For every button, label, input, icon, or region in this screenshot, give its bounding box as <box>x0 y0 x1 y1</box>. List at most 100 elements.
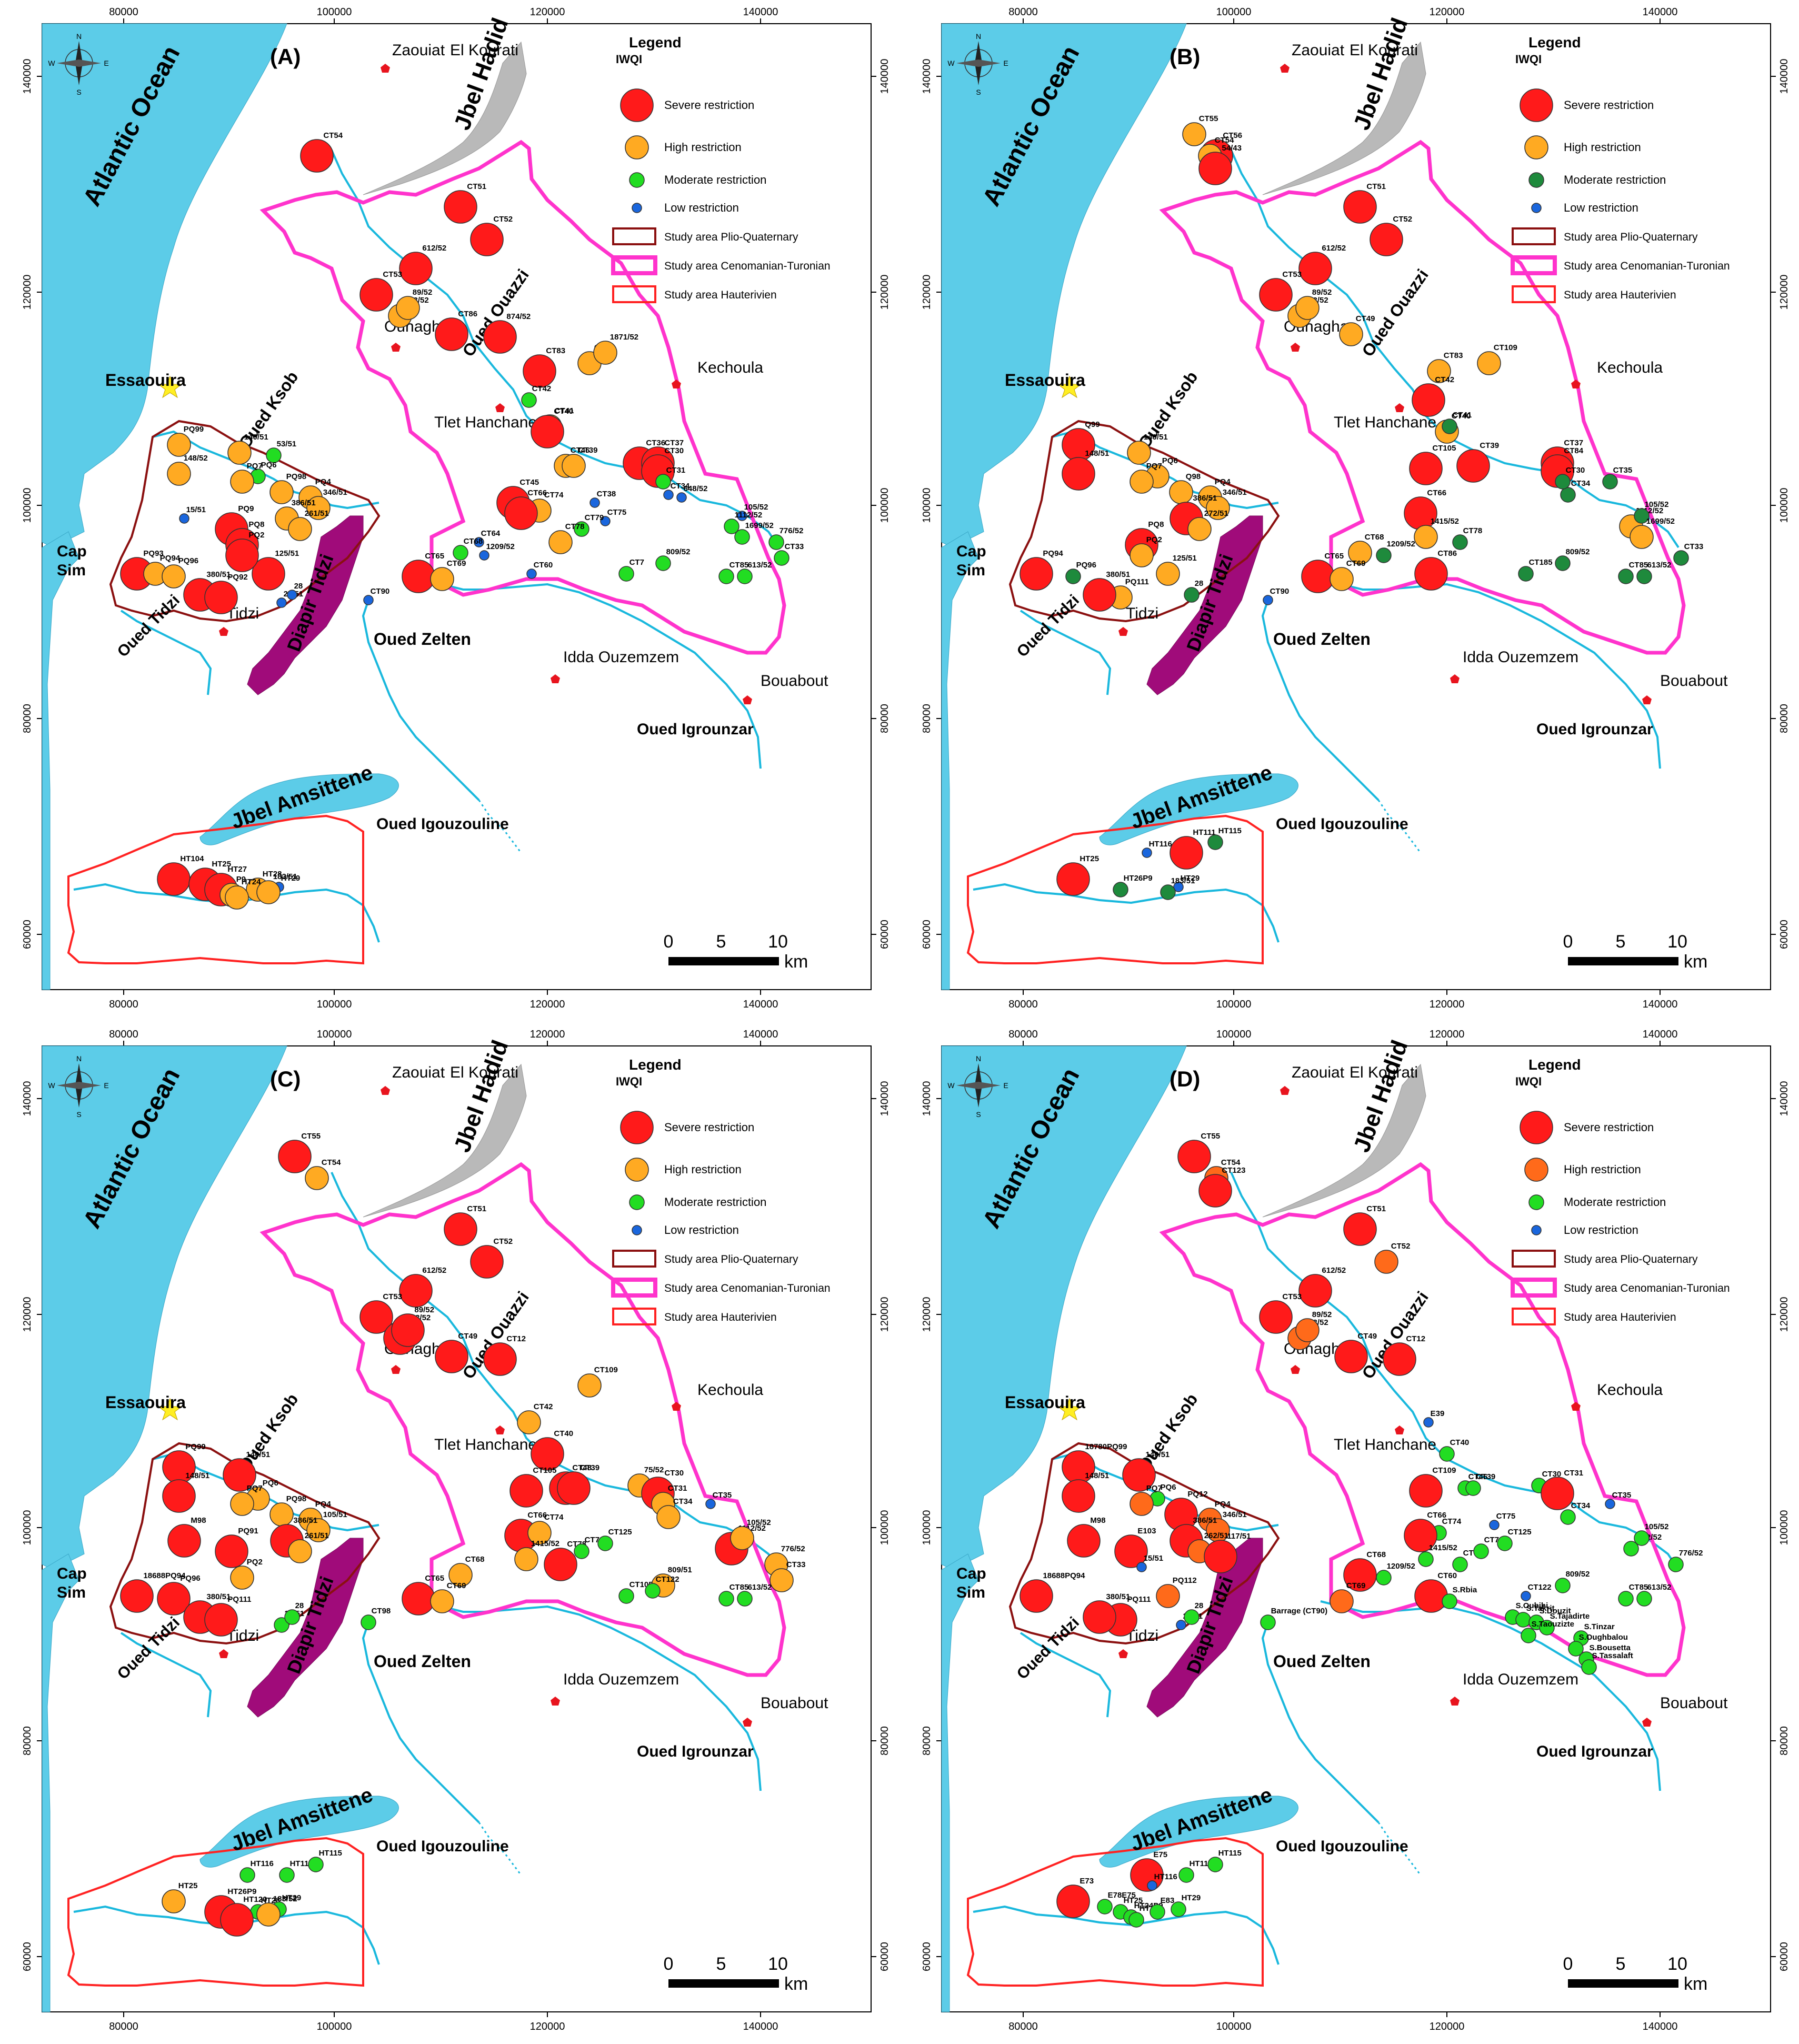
sample-point-label: 612/52 <box>1322 244 1346 253</box>
sample-point-label: PQ7 <box>1146 1484 1162 1493</box>
sample-point <box>430 1589 454 1613</box>
scale-bar <box>668 957 779 965</box>
sample-point-label: 148/51 <box>1085 449 1109 458</box>
sample-point-label: CT42 <box>532 384 552 393</box>
sample-point-label: CT33 <box>786 1560 806 1569</box>
sample-point-label: CT34 <box>1571 1501 1591 1510</box>
sample-point-label: Barrage (CT90) <box>1271 1607 1328 1616</box>
sample-point <box>1334 1340 1368 1373</box>
sample-point-label: 28 <box>294 582 303 591</box>
sample-point-label: HT115 <box>319 1849 342 1858</box>
sample-point-label: E103 <box>1137 1527 1156 1536</box>
sample-point-label: 148/52 <box>184 454 208 463</box>
sample-point <box>1206 496 1230 520</box>
sample-point-label: 1699/52 <box>745 521 774 530</box>
sample-point-label: HT25 <box>212 860 231 869</box>
sample-point <box>597 1536 613 1551</box>
sample-point-label: CT75 <box>607 508 627 517</box>
sample-point-label: CT64 <box>481 529 501 538</box>
scale-bar <box>1568 1979 1678 1988</box>
sample-point-label: 18780PQ99 <box>1085 1442 1127 1451</box>
legend-area-swatch <box>612 285 656 303</box>
sample-point <box>256 880 281 904</box>
sample-point <box>1370 223 1403 256</box>
sample-point-label: PQ96 <box>180 1574 200 1583</box>
sample-point-label: CT30 <box>664 446 684 455</box>
sample-point <box>363 595 374 605</box>
sample-point-label: CT109 <box>594 1365 618 1374</box>
legend-area-swatch <box>1512 1250 1556 1268</box>
sample-point-label: CT85 <box>729 1583 749 1592</box>
diapir-tidzi-area <box>247 1538 364 1718</box>
legend-area-label: Study area Cenomanian-Turonian <box>1564 260 1730 272</box>
legend-class-label: Low restriction <box>1564 201 1638 214</box>
y-tick-label-left: 140000 <box>22 59 33 94</box>
sample-point <box>1156 562 1180 586</box>
y-tick-label-left: 120000 <box>22 275 33 310</box>
sample-point-label: HT120 <box>243 1895 267 1904</box>
map-svg: 80000 80000 100000 100000 120000 120000 140000… <box>921 6 1790 1010</box>
river <box>120 610 212 695</box>
sample-point-label: CT53 <box>383 1292 402 1301</box>
sample-point-label: CT55 <box>1201 1132 1220 1141</box>
diapir-tidzi-area <box>247 515 364 695</box>
x-tick-label-bottom: 80000 <box>1008 2021 1038 2032</box>
sample-point <box>1555 474 1571 490</box>
sample-point-label: 613/52 <box>1647 1583 1672 1592</box>
cenomanian-turonian-boundary <box>1159 139 1686 655</box>
sample-point-label: 386/51 <box>293 1516 317 1525</box>
sample-point-label: CT84 <box>1564 446 1583 455</box>
sample-point-label: CT68 <box>465 1555 485 1564</box>
place-label-oued-igrounzar: Oued Igrounzar <box>637 1743 754 1760</box>
place-label-cap-sim: Cap <box>956 543 986 560</box>
sample-point-label: CT185 <box>1529 558 1553 567</box>
compass-e-label: E <box>1003 59 1008 67</box>
jbel-hadid-relief <box>363 1063 527 1218</box>
sample-point-label: S.Tassalaft <box>1592 1651 1633 1660</box>
sample-point <box>1418 1551 1434 1567</box>
town-marker <box>1118 627 1128 636</box>
sample-point-label: HT29 <box>282 1893 302 1902</box>
sample-point <box>734 529 750 545</box>
legend-swatch <box>620 88 654 122</box>
sample-point <box>288 1539 312 1563</box>
sample-point-label: 874/52 <box>506 312 531 321</box>
sample-point-label: PQ2 <box>247 1558 263 1567</box>
sample-point-label: 346/51 <box>1223 1510 1247 1519</box>
sample-point-label: PQ92 <box>227 573 247 582</box>
legend-area-label: Study area Plio-Quaternary <box>664 231 798 243</box>
x-tick-label-bottom: 80000 <box>109 2021 138 2032</box>
sample-point-label: CT98 <box>372 1607 391 1616</box>
x-tick-label-bottom: 80000 <box>109 999 138 1010</box>
sample-point <box>256 1902 281 1927</box>
river <box>120 1632 212 1718</box>
y-tick-label-left: 80000 <box>22 1726 33 1756</box>
sample-point-label: CT78 <box>1463 526 1483 535</box>
sample-point-label: HT26P9 <box>1124 874 1153 883</box>
y-tick-label-right: 140000 <box>879 59 891 94</box>
sample-point-label: 612/52 <box>422 1266 446 1275</box>
sample-point-label: PQ99 <box>185 1442 205 1451</box>
sample-point <box>1065 569 1081 584</box>
sample-point <box>531 415 564 448</box>
sample-point <box>279 1867 295 1883</box>
sample-point-label: 809/52 <box>1566 547 1590 556</box>
sample-point-label: CT39 <box>580 1463 599 1472</box>
scale-unit-label: km <box>784 952 808 972</box>
sample-point <box>1376 547 1392 563</box>
legend-class-label: Severe restriction <box>1564 98 1654 112</box>
sample-point-label: 380/51 <box>1106 570 1130 579</box>
sample-point-label: 105/51 <box>323 1510 347 1519</box>
legend-title: Legend <box>1528 1056 1581 1073</box>
sample-point-label: E39 <box>1431 1409 1445 1418</box>
sample-point <box>1150 1904 1165 1920</box>
sample-point-label: 28 <box>1195 1601 1204 1610</box>
ocean-area <box>941 1553 979 2012</box>
sample-point-label: 380/51 <box>206 1592 231 1601</box>
legend-class-label: High restriction <box>1564 1163 1641 1176</box>
y-tick-label-right: 60000 <box>1778 920 1790 949</box>
sample-point-label: 105/52 <box>744 503 768 512</box>
sample-point-label: Q99 <box>1085 420 1100 429</box>
